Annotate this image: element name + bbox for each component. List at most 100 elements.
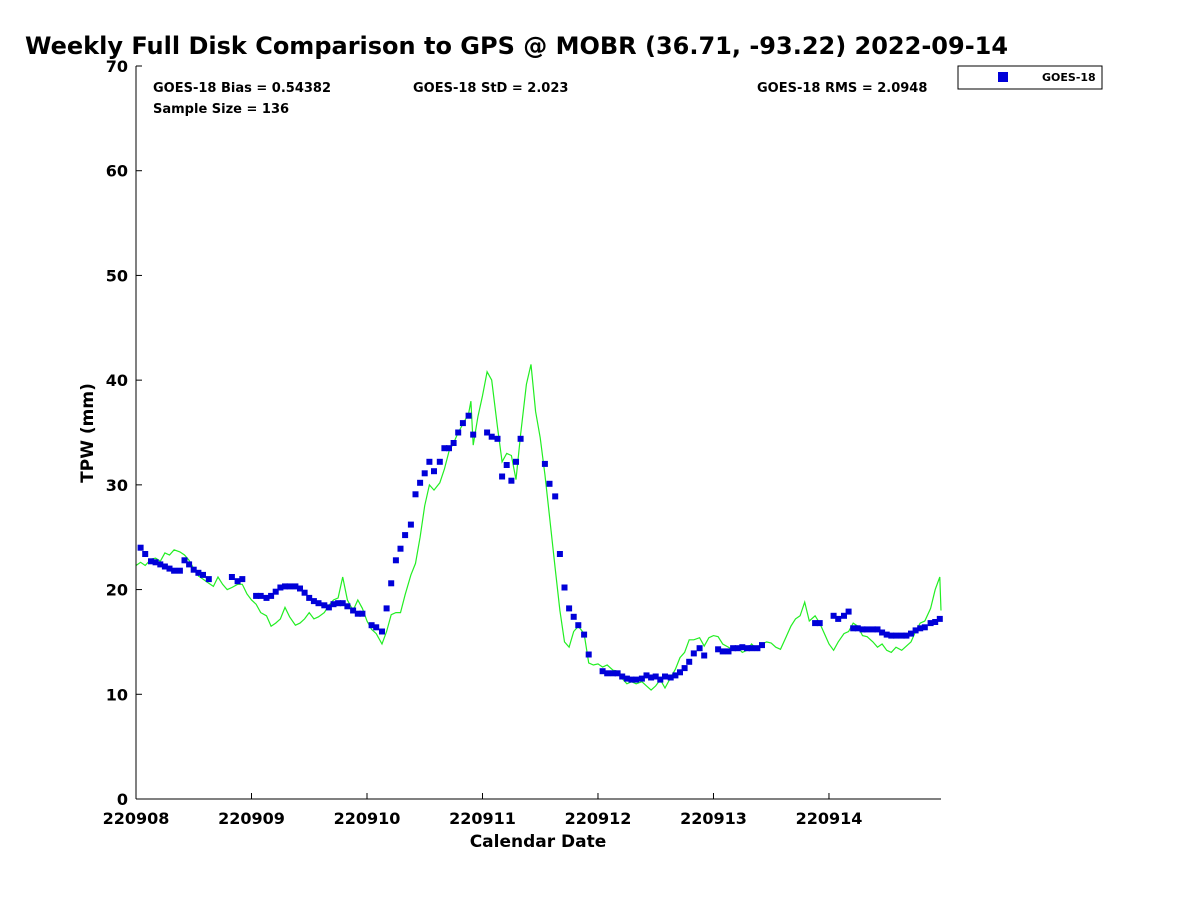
goes18-point — [373, 624, 380, 631]
goes18-point — [575, 622, 582, 629]
goes18-point — [677, 669, 683, 676]
std-stat: GOES-18 StD = 2.023 — [413, 81, 568, 96]
plot-area — [136, 66, 941, 799]
goes18-point — [623, 675, 630, 682]
goes18-point — [277, 584, 284, 591]
goes18-point — [744, 645, 750, 652]
goes18-point — [297, 585, 303, 592]
goes18-point — [407, 521, 414, 528]
goes18-point — [402, 532, 409, 539]
goes18-point — [657, 676, 664, 683]
goes18-point — [748, 645, 755, 652]
goes18-point — [614, 670, 621, 677]
goes18-point — [301, 589, 308, 596]
goes18-point — [681, 665, 688, 672]
goes18-point — [455, 429, 462, 436]
goes18-point — [508, 477, 515, 484]
goes18-point — [441, 445, 448, 452]
y-ticks: 0 10 20 30 40 50 60 70 — [106, 57, 142, 809]
x-axis-label: Calendar Date — [470, 832, 607, 852]
goes18-point — [696, 645, 703, 652]
goes18-point — [739, 644, 746, 651]
goes18-point — [330, 601, 337, 608]
goes18-point — [845, 608, 852, 615]
legend-marker-goes18 — [998, 72, 1008, 82]
y-tick-label: 70 — [106, 57, 128, 76]
goes18-point — [566, 605, 573, 612]
y-tick-label: 60 — [106, 162, 128, 181]
goes18-point — [879, 629, 886, 636]
goes18-point — [898, 632, 905, 639]
goes18-point — [638, 675, 645, 682]
goes18-point — [517, 435, 524, 442]
y-tick-label: 50 — [106, 266, 128, 285]
rms-stat: GOES-18 RMS = 2.0948 — [757, 81, 927, 96]
goes18-point — [672, 672, 679, 679]
x-tick-label: 220908 — [103, 809, 170, 828]
goes18-point — [161, 563, 168, 570]
gps-series — [135, 364, 942, 691]
goes18-point — [417, 479, 424, 486]
goes18-point — [239, 576, 246, 583]
goes18-point — [234, 578, 241, 585]
goes18-point — [426, 458, 433, 465]
goes18-point — [176, 567, 183, 574]
goes18-point — [412, 491, 419, 498]
goes18-point — [152, 559, 159, 566]
goes18-point — [859, 626, 866, 633]
goes18-point — [936, 615, 943, 622]
goes18-point — [841, 612, 847, 619]
goes18-point — [719, 648, 726, 655]
goes18-point — [556, 551, 563, 557]
goes18-point — [812, 620, 819, 627]
x-tick-label: 220912 — [565, 809, 632, 828]
goes18-point — [570, 613, 577, 620]
goes18-point — [754, 645, 761, 652]
goes18-point — [734, 645, 741, 652]
goes18-point — [585, 651, 592, 658]
goes18-point — [690, 650, 697, 657]
goes18-point — [257, 592, 264, 599]
goes18-point — [648, 674, 655, 681]
goes18-point — [610, 670, 616, 677]
y-tick-label: 20 — [106, 581, 128, 600]
x-tick-label: 220914 — [796, 809, 863, 828]
legend-box — [957, 65, 1103, 90]
goes18-point — [561, 584, 568, 591]
goes18-point — [321, 602, 328, 609]
y-axis-label: TPW (mm) — [78, 383, 98, 483]
goes18-point — [310, 598, 317, 605]
goes18-point — [306, 594, 313, 601]
legend-label-goes18: GOES-18 — [1042, 71, 1096, 84]
goes18-point — [186, 561, 193, 568]
goes18-point — [869, 626, 876, 633]
y-tick-label: 0 — [117, 790, 128, 809]
goes18-point — [325, 604, 332, 611]
goes18-point — [835, 615, 842, 622]
goes18-point — [263, 594, 270, 601]
goes18-point — [148, 558, 154, 565]
goes18-point — [459, 420, 466, 427]
goes18-point — [339, 600, 346, 607]
goes18-point — [397, 545, 404, 552]
goes18-point — [494, 435, 501, 442]
goes18-point — [354, 610, 361, 617]
goes18-point — [200, 571, 206, 578]
goes18-point — [725, 648, 732, 655]
x-tick-label: 220911 — [449, 809, 516, 828]
goes18-point — [667, 674, 674, 681]
goes18-point — [850, 625, 857, 632]
y-tick-label: 30 — [106, 476, 128, 495]
y-tick-label: 10 — [106, 685, 128, 704]
goes18-point — [599, 668, 606, 675]
x-tick-label: 220913 — [680, 809, 747, 828]
gps-line — [135, 364, 942, 691]
goes18-point — [854, 625, 861, 632]
goes18-point — [228, 574, 235, 580]
goes18-point — [662, 673, 668, 680]
goes18-point — [513, 458, 519, 465]
goes18-point — [379, 628, 385, 635]
goes18-point — [686, 658, 693, 665]
goes18-point — [701, 652, 708, 659]
goes18-point — [628, 676, 635, 683]
